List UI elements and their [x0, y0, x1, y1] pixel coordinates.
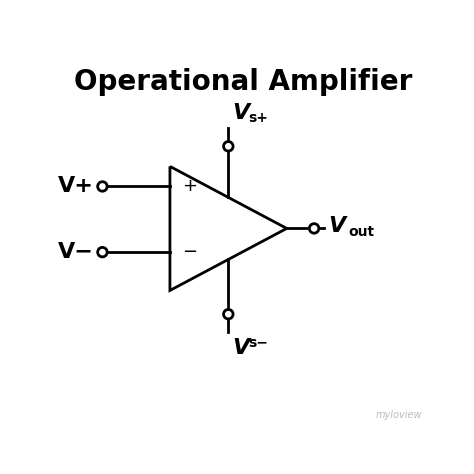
Text: out: out	[348, 225, 374, 239]
Text: s−: s−	[248, 336, 268, 350]
Text: V: V	[232, 102, 249, 123]
Circle shape	[224, 310, 233, 319]
Text: V−: V−	[58, 242, 94, 262]
Text: −: −	[182, 243, 198, 261]
Text: myloview: myloview	[375, 410, 422, 420]
Text: V+: V+	[58, 176, 94, 196]
Text: V: V	[232, 338, 249, 358]
Circle shape	[98, 247, 107, 257]
Text: Operational Amplifier: Operational Amplifier	[74, 68, 412, 96]
Text: s+: s+	[248, 111, 268, 125]
Circle shape	[98, 182, 107, 191]
Text: V: V	[328, 216, 345, 236]
Text: +: +	[182, 177, 198, 195]
Circle shape	[224, 142, 233, 151]
Circle shape	[310, 224, 319, 233]
